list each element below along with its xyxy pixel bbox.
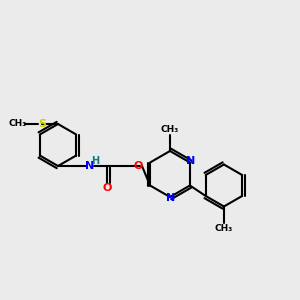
Text: O: O bbox=[102, 183, 112, 193]
Text: CH₃: CH₃ bbox=[9, 119, 27, 128]
Text: O: O bbox=[133, 161, 143, 171]
Text: CH₃: CH₃ bbox=[161, 124, 179, 134]
Text: CH₃: CH₃ bbox=[215, 224, 233, 233]
Text: S: S bbox=[38, 119, 46, 129]
Text: N: N bbox=[85, 161, 94, 171]
Text: H: H bbox=[91, 156, 99, 166]
Text: N: N bbox=[167, 193, 176, 203]
Text: N: N bbox=[186, 157, 196, 166]
